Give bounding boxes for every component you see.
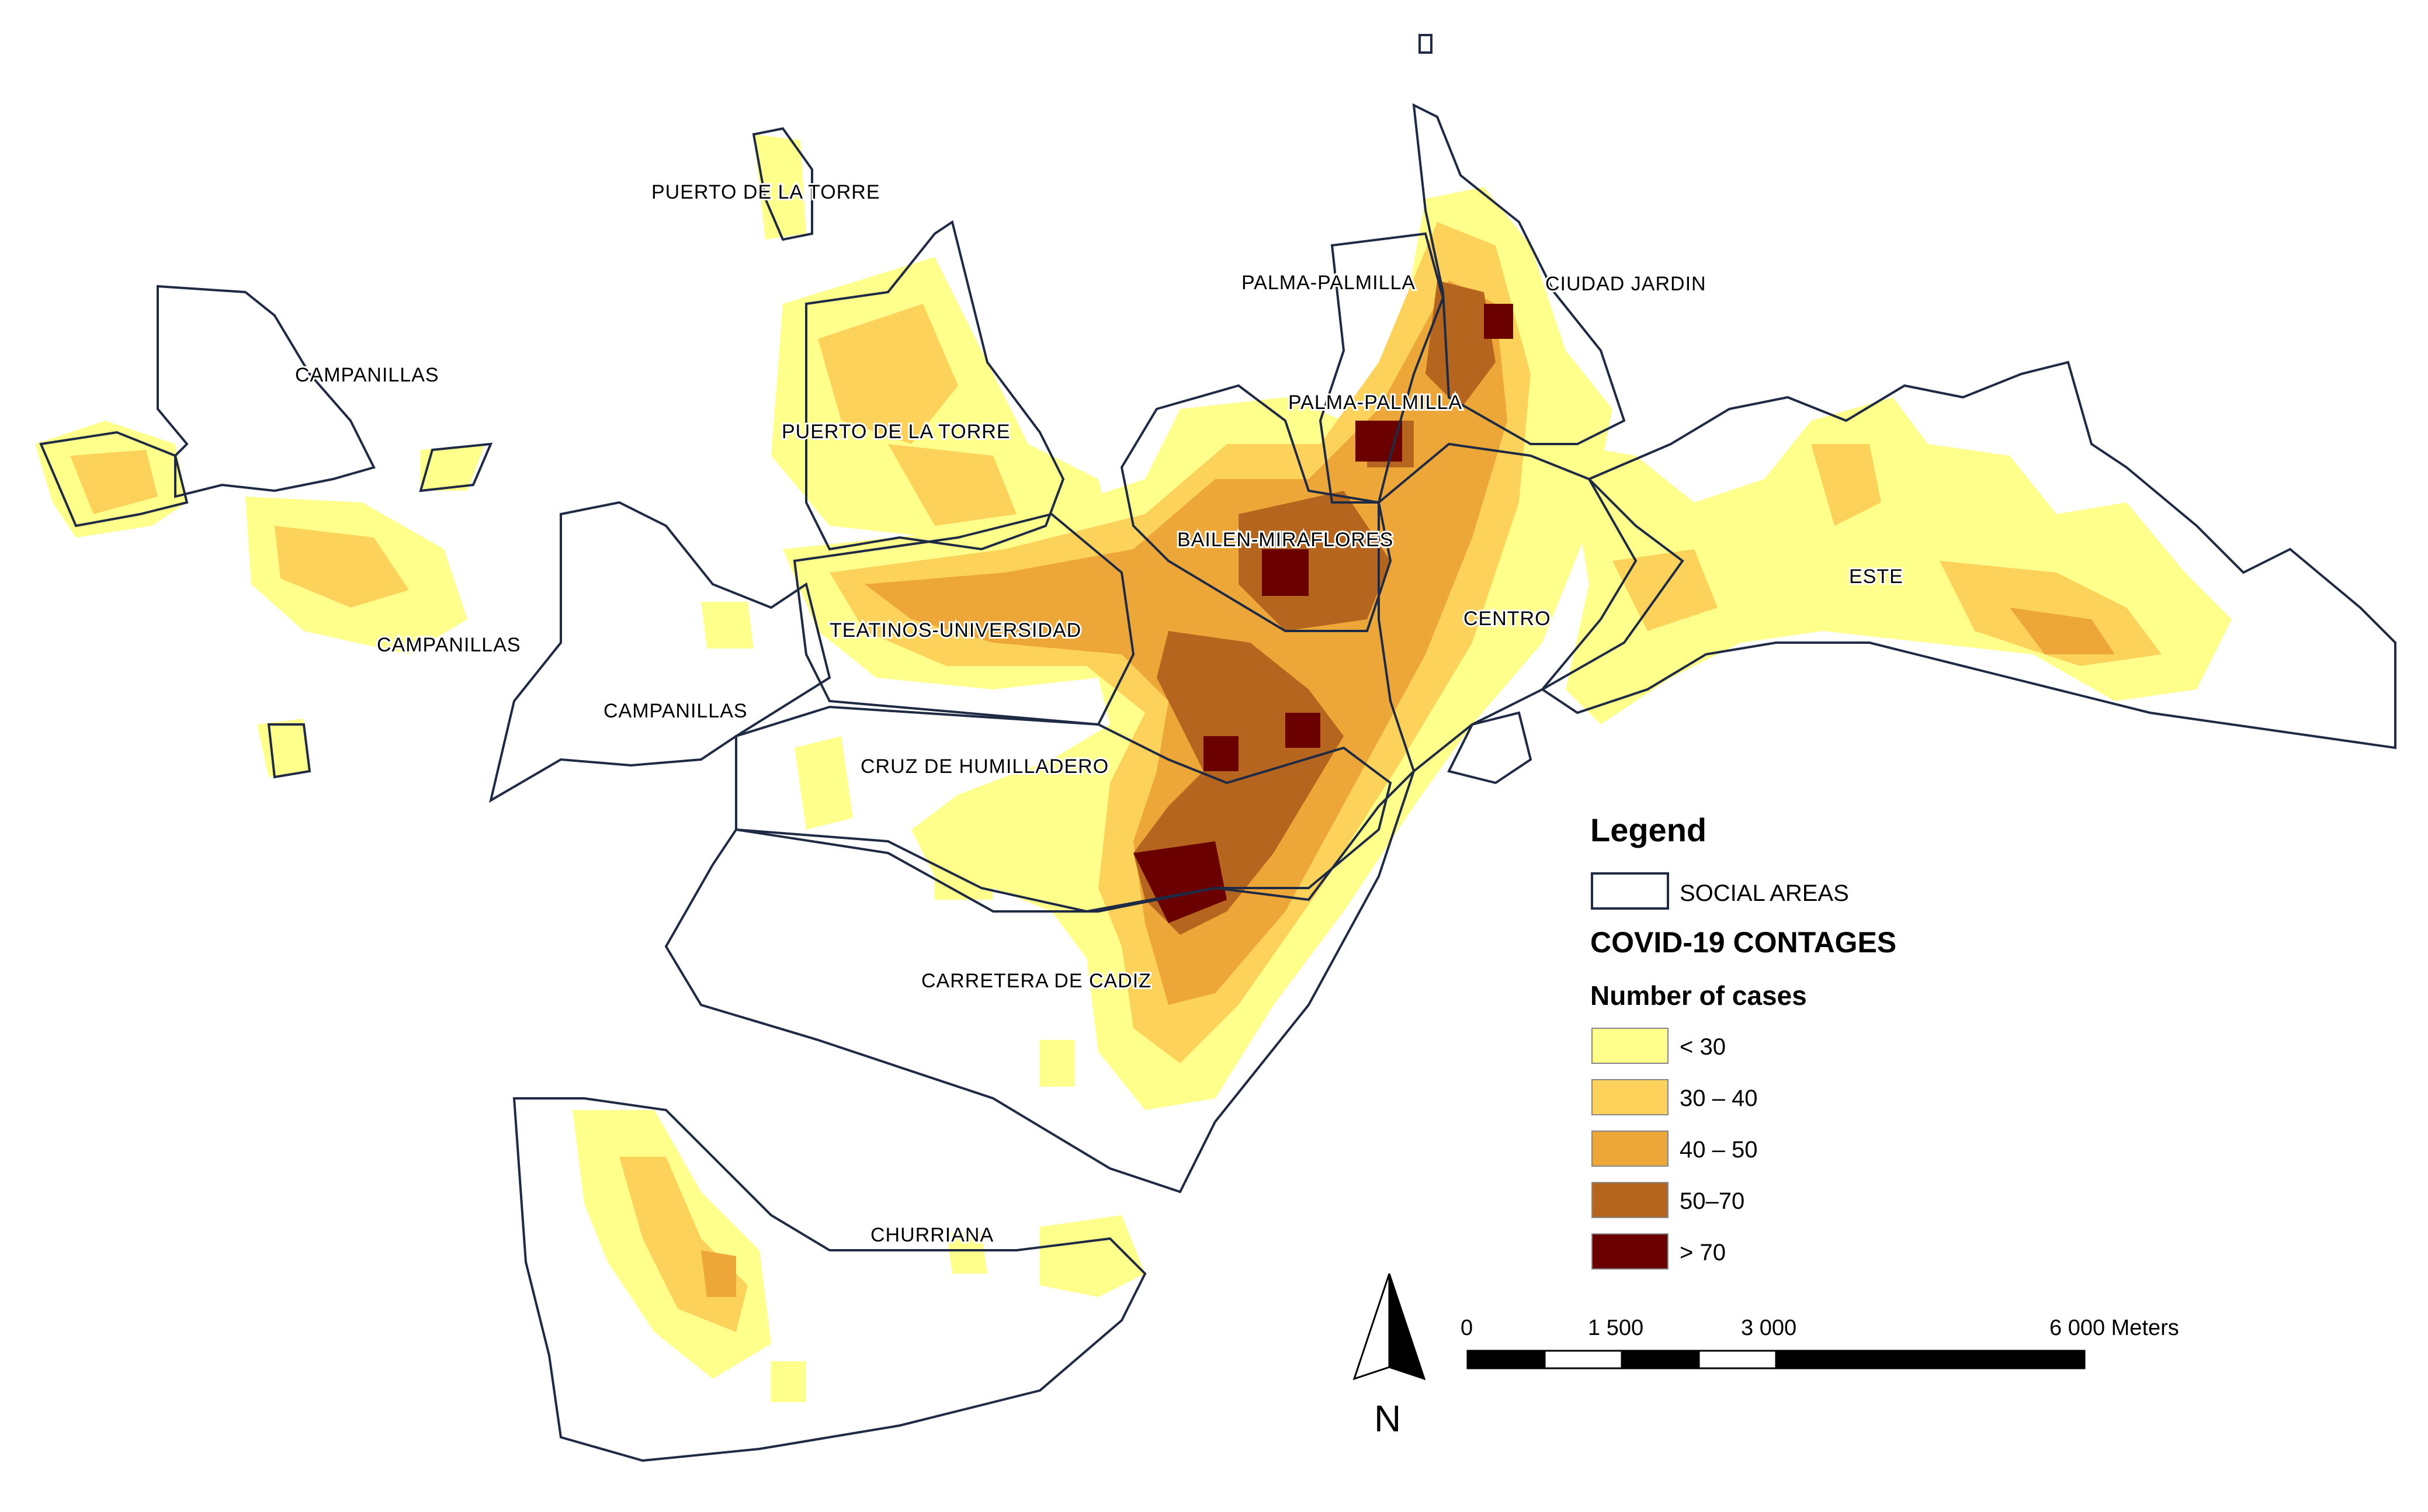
scale-label: 6 000 Meters [2049,1316,2179,1340]
area-label: PALMA-PALMILLA [1288,391,1462,414]
area-label: TEATINOS-UNIVERSIDAD [830,619,1081,641]
churriana-boundary [512,1097,1147,1462]
density-patch [935,841,993,900]
scale-segment [1466,1350,1546,1369]
campanillas-islet-boundary [267,723,311,779]
area-label: PUERTO DE LA TORRE [782,421,1011,443]
area-label: CARRETERA DE CADIZ [921,970,1151,992]
area-labels: PUERTO DE LA TORRE PALMA-PALMILLA CIUDAD… [293,179,1905,1248]
layer-title: COVID-19 CONTAGES [1590,926,1896,959]
field-title: Number of cases [1590,980,1807,1011]
class-label-5: > 70 [1680,1240,1726,1265]
bailen-miraflores-boundary [1120,384,1392,632]
scale-bar: 0 1 500 3 000 6 000 Meters [1461,1316,2179,1369]
class-label-1: < 30 [1680,1034,1726,1060]
scale-segment [1775,1350,2086,1369]
social-areas-boundaries [39,34,2396,1462]
scale-label: 0 [1461,1316,1473,1340]
density-patch [795,736,853,830]
scale-label: 3 000 [1741,1316,1796,1340]
puerto-de-la-torre-north-boundary [752,127,813,241]
class-swatch-3 [1591,1130,1669,1167]
density-patch [1203,736,1239,771]
north-arrow-shade [1388,1273,1426,1381]
scale-segment [1698,1350,1777,1369]
area-label: PUERTO DE LA TORRE [651,181,880,203]
area-label: PALMA-PALMILLA [1241,272,1416,294]
scale-label: 1 500 [1588,1316,1643,1340]
density-patch [888,444,1017,526]
density-patch [421,444,485,491]
area-label: CAMPANILLAS [603,700,748,722]
density-patch [701,602,754,649]
area-label: CENTRO [1463,608,1551,630]
density-patch [1262,549,1309,596]
density-patch [946,1233,987,1274]
area-label: CAMPANILLAS [377,634,521,656]
density-patch [701,1250,736,1297]
campanillas-outlier-boundary [39,431,189,528]
ciudad-jardin-boundary [1412,103,1626,445]
north-label: N [1374,1397,1401,1440]
density-patch [1040,1040,1075,1087]
class-swatch-5 [1591,1233,1669,1270]
density-patch [275,526,409,608]
area-label: CHURRIANA [870,1224,994,1246]
port-boundary [1447,711,1532,785]
scale-segment [1621,1350,1700,1369]
density-patch [1355,421,1402,462]
density-patch [1285,713,1320,748]
area-label: BAILEN-MIRAFLORES [1177,529,1393,551]
legend: Legend SOCIAL AREAS COVID-19 CONTAGES Nu… [1590,812,1896,1270]
class-swatch-4 [1591,1182,1669,1218]
area-label: CIUDAD JARDIN [1545,273,1706,295]
density-patch [1040,1215,1145,1297]
density-patch [1133,841,1227,923]
social-areas-swatch [1591,872,1669,910]
density-layer [35,134,2232,1402]
campanillas-boundary [157,285,376,498]
northeast-islet-boundary [1418,34,1432,54]
class-swatch-2 [1591,1079,1669,1115]
palma-palmilla-boundary [1319,232,1445,504]
class-label-3: 40 – 50 [1680,1137,1757,1163]
density-patch [1484,304,1513,339]
density-patch [70,450,158,514]
este-boundary [1541,360,2396,750]
teatinos-boundary [793,512,1135,726]
puerto-de-la-torre-boundary [805,220,1065,551]
centro-boundary [1378,442,1684,774]
cruz-de-humilladero-boundary [735,705,1392,913]
density-patch [1811,444,1881,526]
density-patch [1612,549,1718,631]
carretera-de-cadiz-boundary [664,770,1415,1194]
north-arrow: N [1352,1273,1426,1440]
area-label: ESTE [1849,566,1903,588]
class-swatch-1 [1591,1028,1669,1064]
class-label-4: 50–70 [1680,1188,1744,1214]
legend-title: Legend [1590,812,1706,848]
area-label: CRUZ DE HUMILLADERO [861,755,1109,778]
density-patch [2010,608,2115,654]
campanillas-south-boundary [488,501,831,803]
density-patch [754,134,806,240]
class-label-2: 30 – 40 [1680,1086,1757,1111]
social-areas-label: SOCIAL AREAS [1680,880,1849,906]
density-patch [818,304,958,444]
campanillas-small-boundary [419,442,493,493]
scale-segment [1543,1350,1623,1369]
area-label: CAMPANILLAS [295,364,439,386]
density-patch [771,1361,806,1402]
